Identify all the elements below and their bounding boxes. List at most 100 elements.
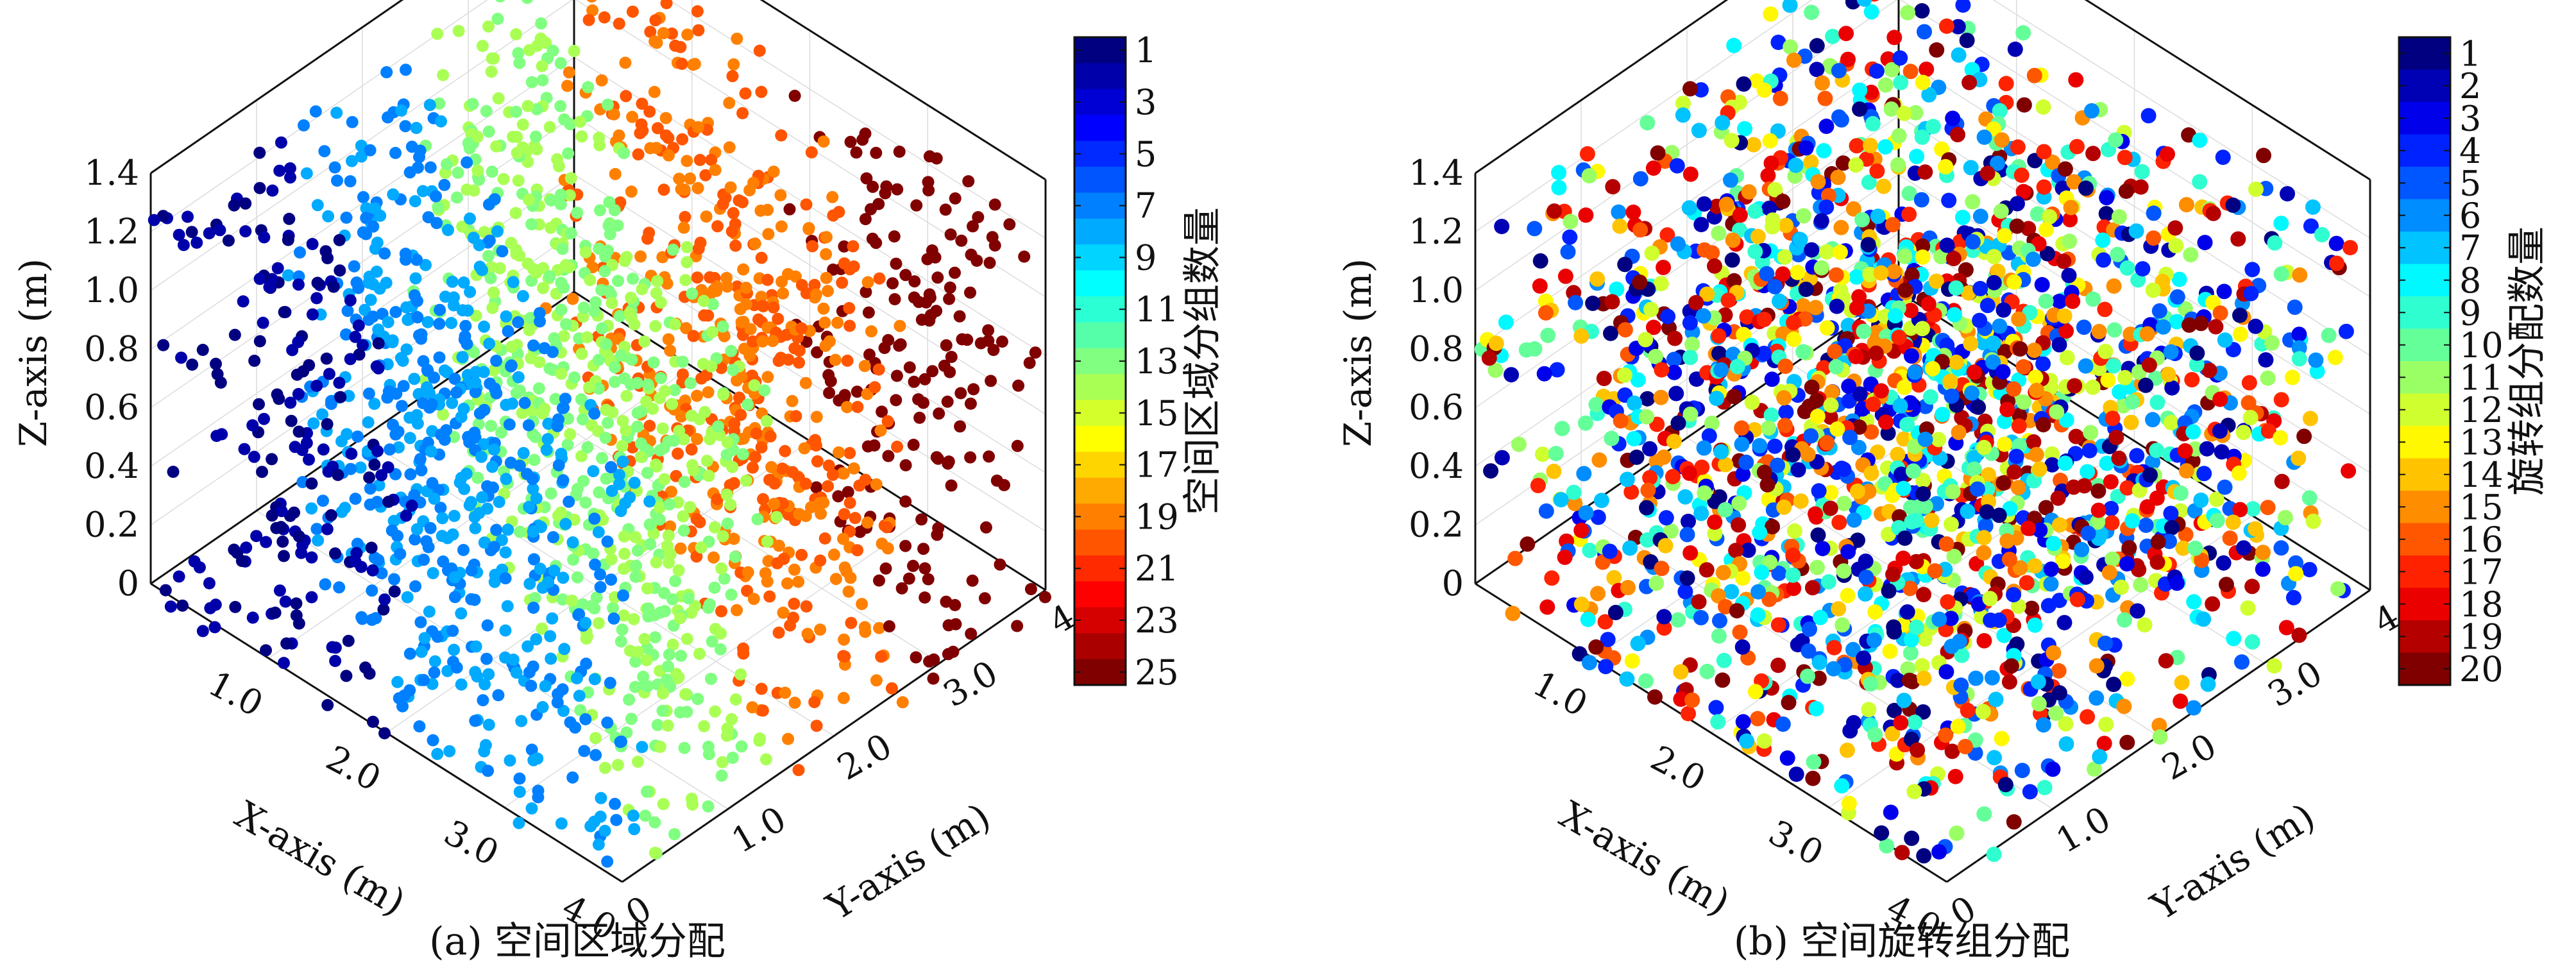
scatter-point bbox=[1917, 24, 1932, 40]
scatter-point bbox=[521, 99, 534, 112]
scatter-point bbox=[2055, 554, 2071, 570]
scatter-point bbox=[1643, 301, 1659, 317]
scatter-point bbox=[307, 417, 320, 430]
scatter-point bbox=[525, 802, 538, 815]
scatter-point bbox=[1785, 547, 1801, 563]
scatter-point bbox=[2076, 478, 2092, 494]
scatter-point bbox=[668, 384, 681, 396]
scatter-point bbox=[1939, 237, 1955, 253]
scatter-point bbox=[756, 335, 769, 348]
scatter-point bbox=[740, 474, 752, 487]
scatter-point bbox=[657, 442, 670, 455]
scatter-point bbox=[1588, 639, 1604, 655]
scatter-point bbox=[717, 388, 730, 401]
scatter-point bbox=[167, 466, 180, 478]
scatter-point bbox=[917, 396, 929, 409]
scatter-point bbox=[710, 280, 723, 292]
scatter-point bbox=[818, 532, 831, 545]
scatter-point bbox=[1776, 390, 1792, 406]
scatter-point bbox=[364, 482, 377, 495]
scatter-point bbox=[1767, 438, 1783, 454]
scatter-point bbox=[271, 388, 284, 401]
scatter-point bbox=[594, 204, 606, 217]
scatter-point bbox=[1600, 632, 1616, 648]
scatter-point bbox=[1861, 303, 1876, 319]
scatter-point bbox=[1704, 415, 1720, 431]
scatter-point bbox=[594, 580, 607, 593]
scatter-point bbox=[418, 554, 430, 566]
scatter-point bbox=[273, 584, 286, 597]
scatter-point bbox=[2100, 372, 2116, 388]
scatter-point bbox=[446, 528, 459, 541]
scatter-point bbox=[729, 239, 742, 252]
colorbar-tick-label: 9 bbox=[1135, 237, 1157, 278]
scatter-point bbox=[228, 199, 241, 212]
scatter-point bbox=[811, 455, 824, 468]
scatter-point bbox=[477, 694, 489, 707]
scatter-point bbox=[362, 416, 375, 428]
scatter-point bbox=[1976, 439, 1992, 455]
scatter-point bbox=[357, 226, 369, 239]
scatter-point bbox=[441, 664, 454, 677]
scatter-point bbox=[829, 353, 842, 366]
scatter-point bbox=[1640, 482, 1656, 498]
scatter-point bbox=[747, 461, 759, 474]
scatter-point bbox=[237, 295, 250, 308]
scatter-point bbox=[611, 759, 624, 772]
colorbar-tick-label: 23 bbox=[1135, 600, 1179, 641]
scatter-point bbox=[2108, 132, 2124, 148]
scatter-point bbox=[649, 459, 662, 471]
scatter-point bbox=[463, 499, 476, 512]
scatter-point bbox=[524, 312, 537, 325]
scatter-point bbox=[988, 198, 1001, 211]
scatter-point bbox=[2158, 653, 2174, 669]
scatter-point bbox=[658, 473, 671, 486]
scatter-point bbox=[1024, 583, 1037, 595]
scatter-point bbox=[410, 122, 423, 134]
scatter-point bbox=[635, 118, 648, 131]
scatter-point bbox=[382, 316, 394, 328]
scatter-point bbox=[284, 171, 296, 184]
scatter-point bbox=[557, 474, 570, 487]
scatter-point bbox=[1756, 312, 1772, 327]
scatter-point bbox=[360, 202, 373, 215]
scatter-point bbox=[2119, 556, 2135, 571]
scatter-point bbox=[1800, 668, 1816, 684]
scatter-point bbox=[771, 557, 784, 570]
scatter-point bbox=[1775, 716, 1791, 732]
scatter-point bbox=[484, 272, 497, 285]
scatter-point bbox=[329, 547, 341, 560]
scatter-point bbox=[1943, 611, 1959, 627]
scatter-point bbox=[527, 525, 539, 538]
scatter-point bbox=[319, 578, 332, 591]
scatter-point bbox=[687, 58, 700, 71]
scatter-point bbox=[618, 255, 631, 267]
scatter-point bbox=[2105, 410, 2121, 427]
scatter-point bbox=[535, 17, 548, 30]
scatter-point bbox=[417, 355, 430, 368]
scatter-point bbox=[2163, 415, 2179, 430]
scatter-point bbox=[1827, 343, 1843, 359]
scatter-point bbox=[607, 612, 620, 625]
scatter-point bbox=[2038, 293, 2054, 309]
x-tick-label: 2.0 bbox=[320, 738, 387, 799]
scatter-point bbox=[1740, 542, 1756, 558]
scatter-point bbox=[1886, 30, 1902, 46]
scatter-point bbox=[945, 351, 958, 363]
scatter-point bbox=[641, 232, 654, 245]
scatter-point bbox=[1640, 391, 1656, 407]
colorbar-segment bbox=[1074, 555, 1126, 582]
scatter-point bbox=[437, 408, 449, 421]
scatter-point bbox=[1551, 165, 1567, 181]
scatter-point bbox=[414, 616, 427, 629]
scatter-point bbox=[2145, 282, 2161, 298]
scatter-point bbox=[1904, 831, 1920, 846]
scatter-point bbox=[2006, 381, 2022, 397]
scatter-point bbox=[527, 553, 540, 566]
scatter-point bbox=[941, 395, 954, 408]
scatter-point bbox=[695, 541, 708, 554]
scatter-point bbox=[616, 623, 629, 636]
scatter-point bbox=[986, 231, 999, 244]
scatter-point bbox=[2105, 551, 2121, 567]
scatter-point bbox=[566, 595, 579, 607]
